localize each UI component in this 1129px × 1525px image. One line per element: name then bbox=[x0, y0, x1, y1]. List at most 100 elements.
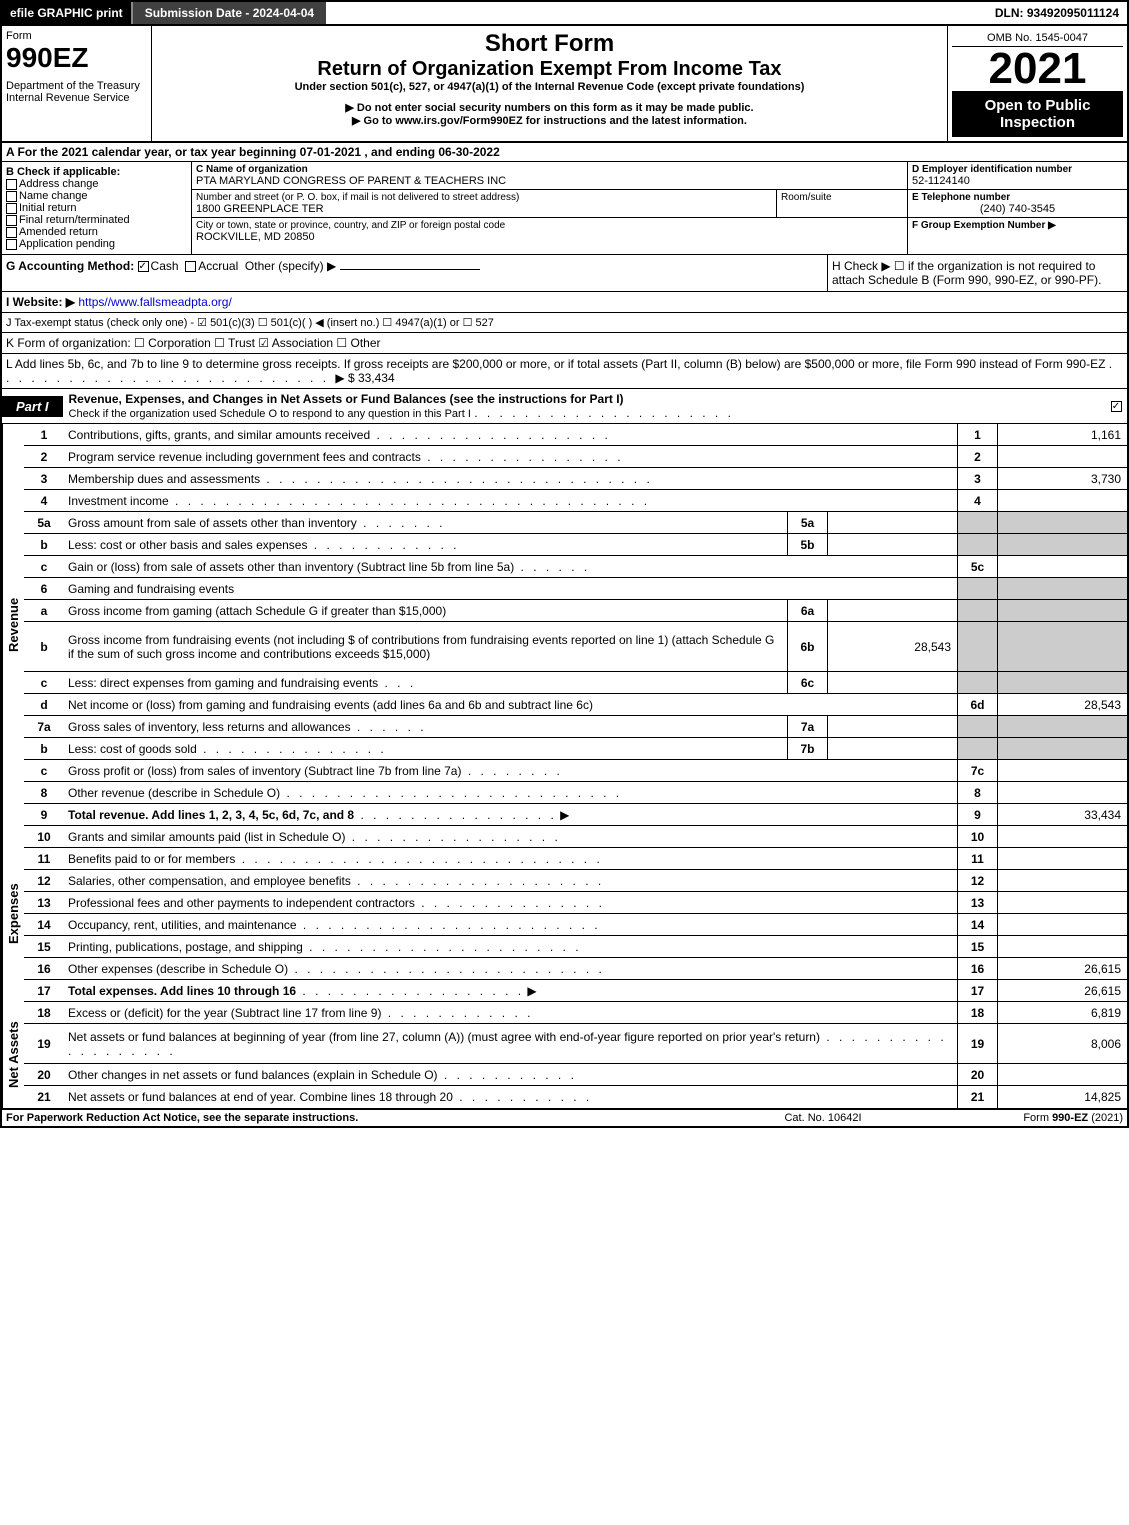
line-15: 15Printing, publications, postage, and s… bbox=[24, 936, 1127, 958]
line-6d: dNet income or (loss) from gaming and fu… bbox=[24, 694, 1127, 716]
gh-row: G Accounting Method: Cash Accrual Other … bbox=[0, 255, 1129, 292]
line-7b: bLess: cost of goods sold . . . . . . . … bbox=[24, 738, 1127, 760]
street-value: 1800 GREENPLACE TER bbox=[196, 203, 772, 215]
form-word: Form bbox=[6, 30, 147, 42]
section-i: I Website: ▶ https//www.fallsmeadpta.org… bbox=[0, 292, 1129, 313]
footer-formno: Form 990-EZ (2021) bbox=[923, 1112, 1123, 1124]
label-ein: D Employer identification number bbox=[912, 164, 1123, 175]
room-cell: Room/suite bbox=[777, 190, 907, 217]
irs-label: Internal Revenue Service bbox=[6, 92, 147, 104]
phone-value: (240) 740-3545 bbox=[912, 203, 1123, 215]
line-6b: bGross income from fundraising events (n… bbox=[24, 622, 1127, 672]
expenses-section: Expenses 10Grants and similar amounts pa… bbox=[0, 826, 1129, 1002]
goto-note: ▶ Go to www.irs.gov/Form990EZ for instru… bbox=[156, 114, 943, 127]
ssn-note: ▶ Do not enter social security numbers o… bbox=[156, 101, 943, 114]
line-8: 8Other revenue (describe in Schedule O) … bbox=[24, 782, 1127, 804]
label-orgname: C Name of organization bbox=[196, 164, 903, 175]
line-1: 1Contributions, gifts, grants, and simil… bbox=[24, 424, 1127, 446]
part1-header: Part I Revenue, Expenses, and Changes in… bbox=[0, 389, 1129, 424]
label-phone: E Telephone number bbox=[912, 192, 1123, 203]
line-16: 16Other expenses (describe in Schedule O… bbox=[24, 958, 1127, 980]
ein-value: 52-1124140 bbox=[912, 175, 1123, 187]
topbar-spacer bbox=[326, 2, 987, 24]
street-cell: Number and street (or P. O. box, if mail… bbox=[192, 190, 777, 217]
line-10: 10Grants and similar amounts paid (list … bbox=[24, 826, 1127, 848]
chk-final[interactable]: Final return/terminated bbox=[6, 214, 187, 226]
open-public: Open to Public Inspection bbox=[952, 91, 1123, 137]
line-12: 12Salaries, other compensation, and empl… bbox=[24, 870, 1127, 892]
label-city: City or town, state or province, country… bbox=[196, 220, 903, 231]
line-13: 13Professional fees and other payments t… bbox=[24, 892, 1127, 914]
header-left: Form 990EZ Department of the Treasury In… bbox=[2, 26, 152, 141]
section-a-taxyear: A For the 2021 calendar year, or tax yea… bbox=[0, 143, 1129, 162]
header-right: OMB No. 1545-0047 2021 Open to Public In… bbox=[947, 26, 1127, 141]
top-bar: efile GRAPHIC print Submission Date - 20… bbox=[0, 0, 1129, 26]
website-link[interactable]: https//www.fallsmeadpta.org/ bbox=[78, 295, 231, 309]
part1-title: Revenue, Expenses, and Changes in Net As… bbox=[63, 389, 1107, 423]
form-number: 990EZ bbox=[6, 42, 147, 74]
revenue-side-label: Revenue bbox=[2, 424, 24, 826]
revenue-section: Revenue 1Contributions, gifts, grants, a… bbox=[0, 424, 1129, 826]
group-row: F Group Exemption Number ▶ bbox=[908, 218, 1127, 233]
section-c: C Name of organization PTA MARYLAND CONG… bbox=[192, 162, 907, 254]
city-row: City or town, state or province, country… bbox=[192, 218, 907, 245]
section-j: J Tax-exempt status (check only one) - ☑… bbox=[0, 313, 1129, 333]
label-street: Number and street (or P. O. box, if mail… bbox=[196, 192, 772, 203]
section-b: B Check if applicable: Address change Na… bbox=[2, 162, 192, 254]
label-room: Room/suite bbox=[781, 192, 903, 203]
chk-accrual[interactable] bbox=[185, 261, 196, 272]
dept-treasury: Department of the Treasury bbox=[6, 80, 147, 92]
chk-pending[interactable]: Application pending bbox=[6, 238, 187, 250]
netassets-side-label: Net Assets bbox=[2, 1002, 24, 1108]
line-7a: 7aGross sales of inventory, less returns… bbox=[24, 716, 1127, 738]
efile-label[interactable]: efile GRAPHIC print bbox=[2, 2, 131, 24]
info-grid: B Check if applicable: Address change Na… bbox=[0, 162, 1129, 255]
chk-cash[interactable] bbox=[138, 261, 149, 272]
ein-row: D Employer identification number 52-1124… bbox=[908, 162, 1127, 190]
line-6: 6Gaming and fundraising events bbox=[24, 578, 1127, 600]
chk-amended[interactable]: Amended return bbox=[6, 226, 187, 238]
line-3: 3Membership dues and assessments . . . .… bbox=[24, 468, 1127, 490]
label-group: F Group Exemption Number ▶ bbox=[912, 220, 1123, 231]
submission-date: Submission Date - 2024-04-04 bbox=[131, 2, 326, 24]
expenses-side-label: Expenses bbox=[2, 826, 24, 1002]
section-k: K Form of organization: ☐ Corporation ☐ … bbox=[0, 333, 1129, 354]
i-label: I Website: ▶ bbox=[6, 295, 75, 309]
line-5b: bLess: cost or other basis and sales exp… bbox=[24, 534, 1127, 556]
header-center: Short Form Return of Organization Exempt… bbox=[152, 26, 947, 141]
l-text: L Add lines 5b, 6c, and 7b to line 9 to … bbox=[6, 357, 1105, 371]
line-21: 21Net assets or fund balances at end of … bbox=[24, 1086, 1127, 1108]
line-14: 14Occupancy, rent, utilities, and mainte… bbox=[24, 914, 1127, 936]
return-title: Return of Organization Exempt From Incom… bbox=[156, 58, 943, 81]
section-h: H Check ▶ ☐ if the organization is not r… bbox=[827, 255, 1127, 291]
org-name: PTA MARYLAND CONGRESS OF PARENT & TEACHE… bbox=[196, 175, 903, 187]
line-6a: aGross income from gaming (attach Schedu… bbox=[24, 600, 1127, 622]
line-5a: 5aGross amount from sale of assets other… bbox=[24, 512, 1127, 534]
line-19: 19Net assets or fund balances at beginni… bbox=[24, 1024, 1127, 1064]
footer-left: For Paperwork Reduction Act Notice, see … bbox=[6, 1112, 723, 1124]
part1-tab: Part I bbox=[2, 396, 63, 417]
line-4: 4Investment income . . . . . . . . . . .… bbox=[24, 490, 1127, 512]
line-18: 18Excess or (deficit) for the year (Subt… bbox=[24, 1002, 1127, 1024]
line-7c: cGross profit or (loss) from sales of in… bbox=[24, 760, 1127, 782]
part1-check[interactable] bbox=[1107, 399, 1127, 413]
line-2: 2Program service revenue including gover… bbox=[24, 446, 1127, 468]
chk-initial[interactable]: Initial return bbox=[6, 202, 187, 214]
city-value: ROCKVILLE, MD 20850 bbox=[196, 231, 903, 243]
line-17: 17Total expenses. Add lines 10 through 1… bbox=[24, 980, 1127, 1002]
tax-year: 2021 bbox=[952, 47, 1123, 91]
chk-address[interactable]: Address change bbox=[6, 178, 187, 190]
section-l: L Add lines 5b, 6c, and 7b to line 9 to … bbox=[0, 354, 1129, 389]
dln-label: DLN: 93492095011124 bbox=[987, 2, 1127, 24]
chk-name[interactable]: Name change bbox=[6, 190, 187, 202]
footer: For Paperwork Reduction Act Notice, see … bbox=[0, 1110, 1129, 1128]
section-b-title: B Check if applicable: bbox=[6, 166, 187, 178]
line-5c: cGain or (loss) from sale of assets othe… bbox=[24, 556, 1127, 578]
section-def: D Employer identification number 52-1124… bbox=[907, 162, 1127, 254]
form-header: Form 990EZ Department of the Treasury In… bbox=[0, 26, 1129, 143]
phone-row: E Telephone number (240) 740-3545 bbox=[908, 190, 1127, 218]
line-20: 20Other changes in net assets or fund ba… bbox=[24, 1064, 1127, 1086]
line-11: 11Benefits paid to or for members . . . … bbox=[24, 848, 1127, 870]
subtitle: Under section 501(c), 527, or 4947(a)(1)… bbox=[156, 81, 943, 93]
netassets-section: Net Assets 18Excess or (deficit) for the… bbox=[0, 1002, 1129, 1110]
